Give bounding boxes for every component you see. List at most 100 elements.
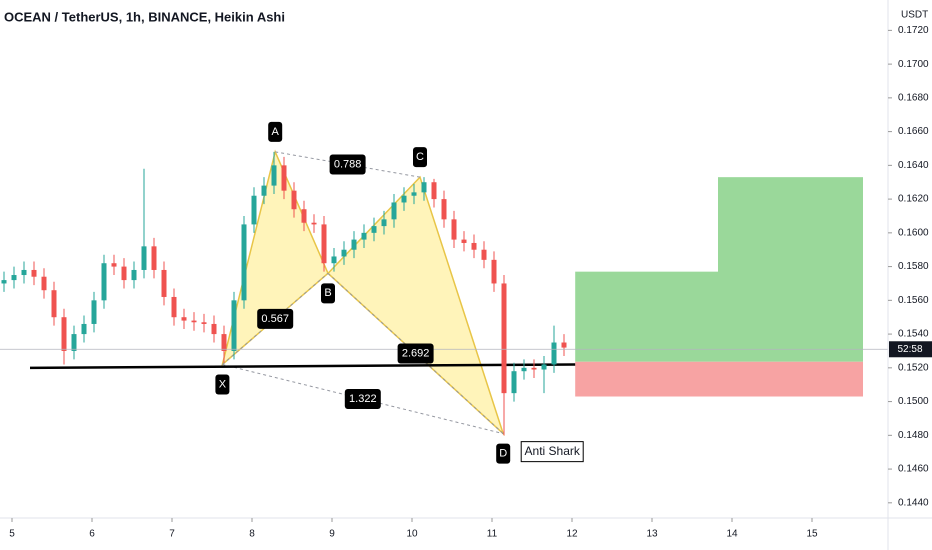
candle-body <box>371 226 377 233</box>
ratio-label: 1.322 <box>349 393 377 405</box>
candle-body <box>101 263 107 301</box>
candle-body <box>191 320 197 323</box>
candle-body <box>321 224 327 264</box>
x-tick-label: 13 <box>646 529 658 540</box>
candle-body <box>281 165 287 191</box>
candle-body <box>361 232 367 240</box>
pattern-dash <box>222 272 329 365</box>
candle-body <box>11 275 17 281</box>
candle-body <box>171 296 177 318</box>
candle-body <box>311 222 317 225</box>
candle-body <box>341 249 347 257</box>
candle-body <box>21 269 27 276</box>
candle-body <box>331 256 337 264</box>
candle-body <box>501 283 507 394</box>
target-zone-2 <box>718 177 863 362</box>
x-tick-label: 12 <box>566 529 578 540</box>
y-tick-label: 0.1540 <box>898 329 929 340</box>
ratio-label: 2.692 <box>402 347 430 359</box>
candle-body <box>491 259 497 284</box>
ratio-box <box>344 389 381 410</box>
candle-body <box>181 317 187 321</box>
candle-body <box>391 202 397 220</box>
point-box <box>413 147 427 168</box>
candle-body <box>31 269 37 277</box>
x-tick-label: 5 <box>9 529 15 540</box>
chart-title: OCEAN / TetherUS, 1h, BINANCE, Heikin As… <box>4 9 285 24</box>
candle-body <box>481 249 487 260</box>
candle-body <box>111 263 117 267</box>
stop-zone <box>575 361 863 397</box>
x-tick-label: 6 <box>89 529 95 540</box>
y-tick-label: 0.1620 <box>898 194 929 205</box>
candle-body <box>301 209 307 223</box>
candle-body <box>401 195 407 203</box>
point-label: B <box>324 287 331 299</box>
point-box <box>496 443 511 464</box>
point-box <box>268 121 283 142</box>
candle-body <box>221 334 227 351</box>
candle-body <box>131 269 137 281</box>
candle-body <box>381 219 387 227</box>
candle-body <box>231 300 237 351</box>
y-tick-label: 0.1500 <box>898 396 929 407</box>
candle-body <box>251 195 257 225</box>
x-tick-label: 15 <box>806 529 818 540</box>
ratio-box <box>257 308 294 329</box>
point-label: A <box>272 126 280 138</box>
y-tick-label: 0.1640 <box>898 160 929 171</box>
y-axis-label: USDT <box>901 10 928 21</box>
candle-body <box>541 364 547 370</box>
trendline <box>29 363 576 370</box>
candle-body <box>41 276 47 291</box>
y-tick-label: 0.1720 <box>898 25 929 36</box>
candle-body <box>561 342 567 348</box>
plot-area <box>0 149 888 437</box>
candle-body <box>451 219 457 240</box>
y-tick-label: 0.1440 <box>898 497 929 508</box>
candle-body <box>411 192 417 196</box>
candle-body <box>351 239 357 250</box>
x-tick-label: 9 <box>329 529 335 540</box>
point-label: D <box>499 448 507 460</box>
ratio-label: 0.788 <box>334 158 362 170</box>
candle-body <box>271 165 277 186</box>
y-tick-label: 0.1460 <box>898 464 929 475</box>
ratio-box <box>397 343 434 364</box>
y-tick-label: 0.1700 <box>898 59 929 70</box>
candle-body <box>71 334 77 351</box>
countdown-label: 52:58 <box>897 344 922 355</box>
candle-body <box>81 323 87 335</box>
candle-body <box>241 224 247 301</box>
y-tick-label: 0.1480 <box>898 430 929 441</box>
candle-body <box>511 371 517 394</box>
candle-body <box>531 367 537 370</box>
candle-body <box>431 182 437 200</box>
candle-body <box>121 266 127 281</box>
y-tick-label: 0.1520 <box>898 362 929 373</box>
point-label: X <box>219 378 227 390</box>
y-tick-label: 0.1680 <box>898 93 929 104</box>
point-box <box>215 374 230 395</box>
ratio-label: 0.567 <box>261 313 289 325</box>
candle-body <box>551 342 557 365</box>
x-tick-label: 11 <box>487 529 498 540</box>
candle-body <box>291 190 297 210</box>
point-label: C <box>416 151 424 163</box>
x-tick-label: 14 <box>726 529 738 540</box>
y-tick-label: 0.1560 <box>898 295 929 306</box>
candle-body <box>421 182 427 193</box>
pattern-name: Anti Shark <box>525 444 581 458</box>
candle-body <box>51 290 57 318</box>
price-label-box <box>889 341 932 358</box>
x-tick-label: 7 <box>169 529 175 540</box>
candle-body <box>61 317 67 351</box>
candle-body <box>471 242 477 250</box>
candle-body <box>151 246 157 270</box>
candle-body <box>521 367 527 372</box>
candle-body <box>441 199 447 220</box>
candle-body <box>461 239 467 243</box>
candle-body <box>201 322 207 324</box>
y-tick-label: 0.1660 <box>898 126 929 137</box>
